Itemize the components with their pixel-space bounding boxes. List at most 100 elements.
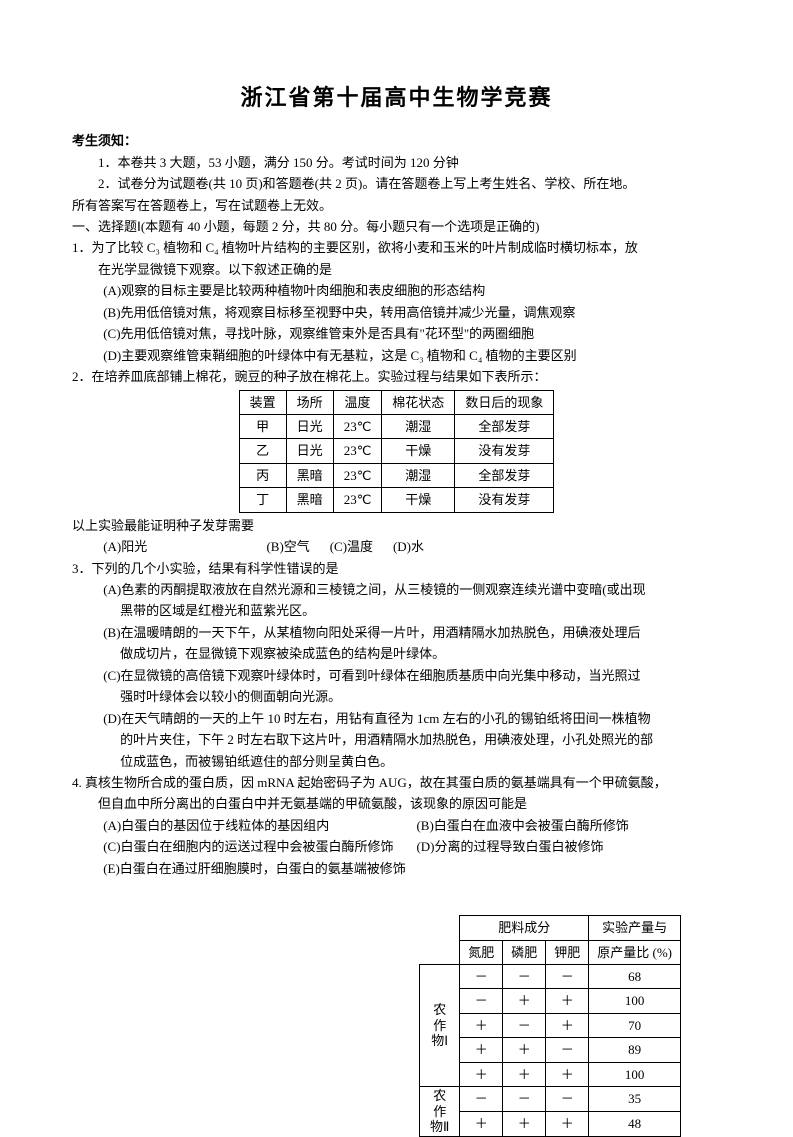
q1-option: (D)主要观察维管束鞘细胞的叶绿体中有无基粒，这是 C₃ 植物和 C₄ 植物的主… (72, 345, 721, 366)
table-row: 乙 日光 23℃ 干燥 没有发芽 (239, 439, 554, 463)
q1-option: (C)先用低倍镜对焦，寻找叶脉，观察维管束外是否具有"花环型"的两圈细胞 (72, 323, 721, 344)
table-cell: － (460, 965, 503, 989)
table-row: ＋ ＋ ＋ 48 (420, 1112, 681, 1137)
q1-option: (B)先用低倍镜对焦，将观察目标移至视野中央，转用高倍镜并减少光量，调焦观察 (72, 302, 721, 323)
table-cell: 数日后的现象 (455, 390, 554, 414)
table-cell (420, 916, 460, 965)
table-cell: 68 (589, 965, 681, 989)
q3-stem: 3．下列的几个小实验，结果有科学性错误的是 (72, 558, 721, 579)
table-cell: 100 (589, 1062, 681, 1086)
table-cell: － (460, 1087, 503, 1112)
q4-option: (B)白蛋白在血液中会被蛋白酶所修饰 (416, 818, 628, 833)
table-cell: 黑暗 (286, 463, 333, 487)
q1-option: (A)观察的目标主要是比较两种植物叶肉细胞和表皮细胞的形态结构 (72, 280, 721, 301)
q3-option: 强时叶绿体会以较小的侧面朝向光源。 (72, 686, 721, 707)
q2-option: (A)阳光 (103, 536, 263, 557)
table-cell: 装置 (239, 390, 286, 414)
fertilizer-table: 肥料成分 实验产量与 氮肥 磷肥 钾肥 原产量比 (%) 农作物Ⅰ － － － … (419, 915, 681, 1137)
q1-stem: 1．为了比较 C₃ 植物和 C₄ 植物叶片结构的主要区别，欲将小麦和玉米的叶片制… (72, 237, 721, 258)
table-cell: 潮湿 (382, 414, 455, 438)
table-cell: 氮肥 (460, 940, 503, 964)
table-cell: 实验产量与 (589, 916, 681, 940)
section-header: 一、选择题Ⅰ(本题有 40 小题，每题 2 分，共 80 分。每小题只有一个选项… (72, 216, 721, 237)
table-cell: 农作物Ⅱ (420, 1087, 460, 1137)
q3-option: 做成切片，在显微镜下观察被染成蓝色的结构是叶绿体。 (72, 643, 721, 664)
table-cell: ＋ (460, 1112, 503, 1137)
table-row: 氮肥 磷肥 钾肥 原产量比 (%) (420, 940, 681, 964)
q4-option: (C)白蛋白在细胞内的运送过程中会被蛋白酶所修饰 (103, 836, 413, 857)
table-cell: － (503, 965, 546, 989)
table-cell: 没有发芽 (455, 488, 554, 512)
table-cell: － (546, 1087, 589, 1112)
table-cell: ＋ (460, 1038, 503, 1062)
q2-option: (B)空气 (266, 536, 326, 557)
table-cell: ＋ (546, 989, 589, 1013)
q3-option: 位成蓝色，而被锡铂纸遮住的部分则呈黄白色。 (72, 751, 721, 772)
table-cell: ＋ (546, 1013, 589, 1037)
table-cell: 全部发芽 (455, 463, 554, 487)
q4-stem: 4. 真核生物所合成的蛋白质，因 mRNA 起始密码子为 AUG，故在其蛋白质的… (72, 772, 721, 793)
table-cell: 干燥 (382, 439, 455, 463)
table-cell: ＋ (460, 1013, 503, 1037)
table-cell: 肥料成分 (460, 916, 589, 940)
q3-option: (D)在天气晴朗的一天的上午 10 时左右，用钻有直径为 1cm 左右的小孔的锡… (72, 708, 721, 729)
table-cell: 乙 (239, 439, 286, 463)
q4-options-row: (C)白蛋白在细胞内的运送过程中会被蛋白酶所修饰 (D)分离的过程导致白蛋白被修… (72, 836, 721, 857)
table-cell: － (503, 1087, 546, 1112)
table-row: ＋ ＋ ＋ 100 (420, 1062, 681, 1086)
table-cell: 89 (589, 1038, 681, 1062)
table-cell: 23℃ (333, 463, 382, 487)
table-cell: 丙 (239, 463, 286, 487)
table-cell: 棉花状态 (382, 390, 455, 414)
table-cell: 原产量比 (%) (589, 940, 681, 964)
table-cell: 农作物Ⅰ (420, 965, 460, 1087)
q4-options-row: (A)白蛋白的基因位于线粒体的基因组内 (B)白蛋白在血液中会被蛋白酶所修饰 (72, 815, 721, 836)
q3-option: (B)在温暖晴朗的一天下午，从某植物向阳处采得一片叶，用酒精隔水加热脱色，用碘液… (72, 622, 721, 643)
q2-table: 装置 场所 温度 棉花状态 数日后的现象 甲 日光 23℃ 潮湿 全部发芽 乙 … (239, 390, 555, 513)
notice-line: 所有答案写在答题卷上，写在试题卷上无效。 (72, 195, 721, 216)
q1-stem: 在光学显微镜下观察。以下叙述正确的是 (72, 259, 721, 280)
notice-line: 1．本卷共 3 大题，53 小题，满分 150 分。考试时间为 120 分钟 (72, 152, 721, 173)
table-cell: 甲 (239, 414, 286, 438)
table-row: 农作物Ⅰ － － － 68 (420, 965, 681, 989)
table-row: ＋ ＋ － 89 (420, 1038, 681, 1062)
table-cell: 丁 (239, 488, 286, 512)
q3-option: 黑带的区域是红橙光和蓝紫光区。 (72, 600, 721, 621)
table-row: ＋ － ＋ 70 (420, 1013, 681, 1037)
table-row: 丙 黑暗 23℃ 潮湿 全部发芽 (239, 463, 554, 487)
table-cell: ＋ (503, 1112, 546, 1137)
table-cell: 磷肥 (503, 940, 546, 964)
page-title: 浙江省第十届高中生物学竞赛 (72, 80, 721, 116)
table-cell: － (460, 989, 503, 1013)
q3-option: 的叶片夹住，下午 2 时左右取下这片叶，用酒精隔水加热脱色，用碘液处理，小孔处照… (72, 729, 721, 750)
table-row: 丁 黑暗 23℃ 干燥 没有发芽 (239, 488, 554, 512)
table-cell: ＋ (546, 1062, 589, 1086)
table-row: － ＋ ＋ 100 (420, 989, 681, 1013)
table-cell: ＋ (503, 1062, 546, 1086)
q4-stem: 但自血中所分离出的白蛋白中并无氨基端的甲硫氨酸，该现象的原因可能是 (72, 793, 721, 814)
q2-below: 以上实验最能证明种子发芽需要 (72, 515, 721, 536)
table-cell: 干燥 (382, 488, 455, 512)
q4-option: (D)分离的过程导致白蛋白被修饰 (416, 839, 603, 854)
table-row: 甲 日光 23℃ 潮湿 全部发芽 (239, 414, 554, 438)
q4-option: (E)白蛋白在通过肝细胞膜时，白蛋白的氨基端被修饰 (72, 858, 721, 879)
table-cell: 温度 (333, 390, 382, 414)
table-row: 装置 场所 温度 棉花状态 数日后的现象 (239, 390, 554, 414)
q2-options: (A)阳光 (B)空气 (C)温度 (D)水 (72, 536, 721, 557)
table-cell: ＋ (503, 989, 546, 1013)
table-cell: 日光 (286, 414, 333, 438)
table-cell: 35 (589, 1087, 681, 1112)
table-cell: － (546, 1038, 589, 1062)
table-cell: 潮湿 (382, 463, 455, 487)
table-cell: 23℃ (333, 414, 382, 438)
q3-option: (A)色素的丙酮提取液放在自然光源和三棱镜之间，从三棱镜的一侧观察连续光谱中变暗… (72, 579, 721, 600)
table-row: 农作物Ⅱ － － － 35 (420, 1087, 681, 1112)
table-cell: － (546, 965, 589, 989)
table-row: 肥料成分 实验产量与 (420, 916, 681, 940)
table-cell: 23℃ (333, 488, 382, 512)
notice-heading: 考生须知： (72, 130, 721, 151)
table-cell: 全部发芽 (455, 414, 554, 438)
notice-line: 2．试卷分为试题卷(共 10 页)和答题卷(共 2 页)。请在答题卷上写上考生姓… (72, 173, 721, 194)
table-cell: 黑暗 (286, 488, 333, 512)
table-cell: 日光 (286, 439, 333, 463)
